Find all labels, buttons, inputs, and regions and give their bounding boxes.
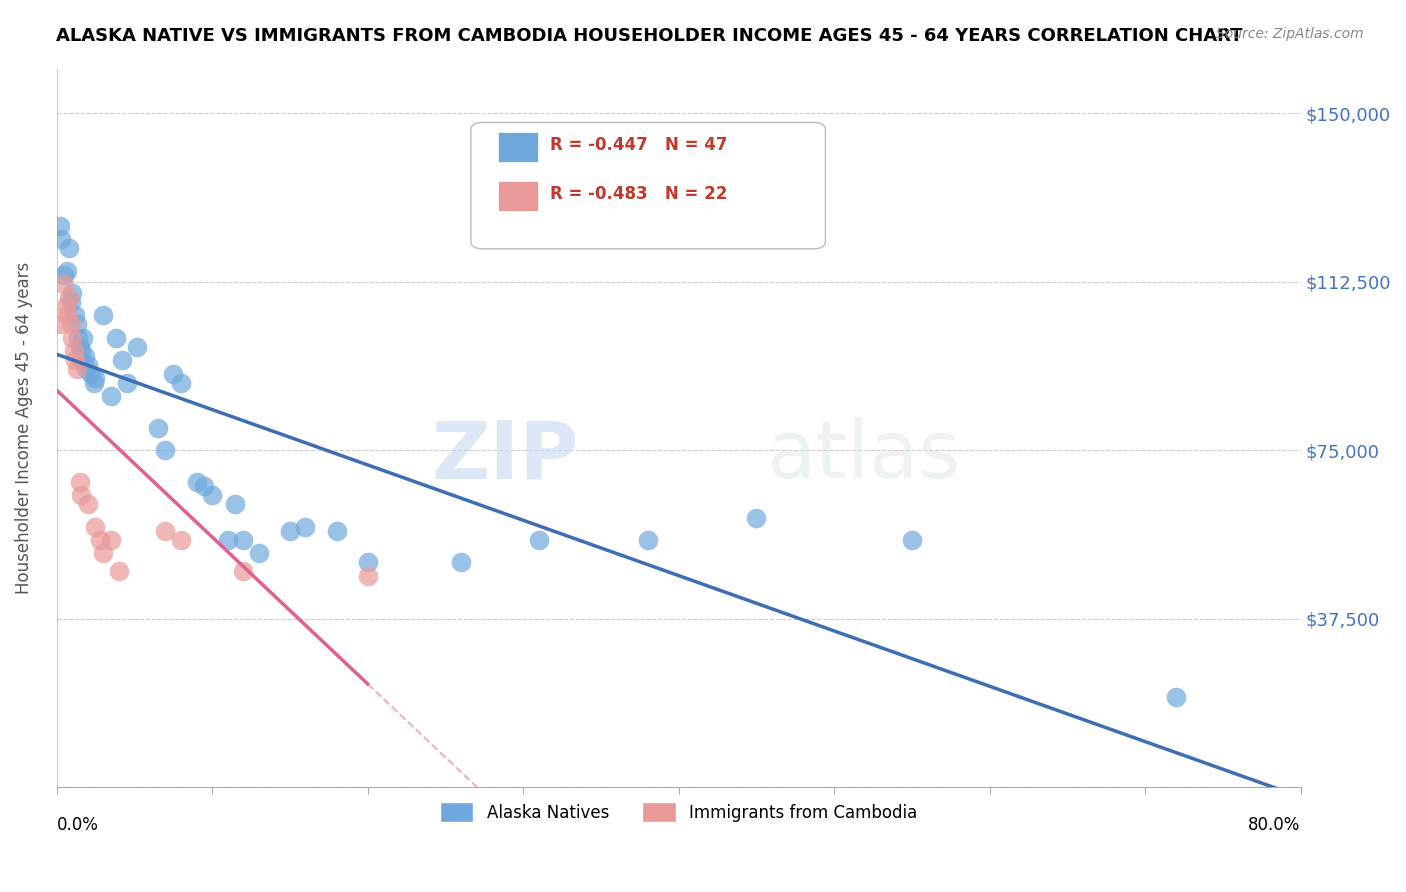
Point (53, 277, 76, 291)
Point (111, 353, 134, 368)
Point (80, 367, 103, 381)
Text: R = -0.483   N = 22: R = -0.483 N = 22 (551, 186, 728, 203)
Text: 80.0%: 80.0% (1249, 815, 1301, 834)
Point (115, 376, 138, 390)
Point (58, 241, 80, 255)
Point (70, 353, 93, 368)
Point (224, 497, 246, 511)
Point (247, 546, 270, 560)
Text: Source: ZipAtlas.com: Source: ZipAtlas.com (1216, 27, 1364, 41)
Point (56, 309, 79, 323)
Point (201, 488, 224, 502)
Point (84, 519, 107, 533)
Point (356, 556, 378, 570)
Text: atlas: atlas (766, 417, 960, 495)
Point (65, 309, 87, 323)
Point (356, 569, 378, 583)
Point (60, 285, 83, 300)
Point (294, 519, 316, 533)
Y-axis label: Householder Income Ages 45 - 64 years: Householder Income Ages 45 - 64 years (15, 261, 32, 594)
Legend: Alaska Natives, Immigrants from Cambodia: Alaska Natives, Immigrants from Cambodia (433, 795, 924, 829)
Point (67, 331, 90, 345)
Point (91, 309, 114, 323)
Point (278, 524, 301, 538)
Point (100, 533, 122, 547)
Bar (498, 132, 538, 162)
Point (72, 331, 94, 345)
Point (162, 367, 184, 381)
Point (75, 362, 97, 376)
Point (73, 349, 96, 363)
Point (155, 443, 177, 458)
Point (745, 510, 768, 524)
Point (84, 371, 107, 385)
Point (48, 318, 70, 332)
Point (53, 268, 76, 282)
Point (104, 331, 127, 345)
Point (59, 318, 82, 332)
Point (58, 291, 80, 305)
Point (66, 318, 89, 332)
Point (186, 475, 208, 489)
FancyBboxPatch shape (471, 122, 825, 249)
Text: ALASKA NATIVE VS IMMIGRANTS FROM CAMBODIA HOUSEHOLDER INCOME AGES 45 - 64 YEARS : ALASKA NATIVE VS IMMIGRANTS FROM CAMBODI… (56, 27, 1243, 45)
Point (51, 232, 73, 246)
Point (59, 295, 82, 310)
Point (70, 488, 93, 502)
Point (62, 344, 84, 359)
Point (69, 475, 91, 489)
Text: R = -0.447   N = 47: R = -0.447 N = 47 (551, 136, 728, 154)
Point (108, 565, 131, 579)
Point (146, 421, 169, 435)
Point (100, 389, 122, 403)
Point (76, 497, 98, 511)
Point (170, 533, 193, 547)
Point (83, 376, 105, 390)
Point (450, 556, 472, 570)
Point (155, 524, 177, 538)
Point (91, 546, 114, 560)
Point (69, 340, 91, 354)
Point (217, 533, 239, 547)
Point (170, 376, 193, 390)
Point (901, 533, 924, 547)
Point (637, 533, 659, 547)
Point (1166, 690, 1188, 705)
Text: 0.0%: 0.0% (56, 815, 98, 834)
Point (56, 263, 79, 277)
Point (66, 362, 89, 376)
Point (70, 344, 93, 359)
Point (89, 533, 111, 547)
Point (60, 331, 83, 345)
Bar (498, 180, 538, 211)
Point (232, 533, 254, 547)
Point (76, 358, 98, 372)
Point (65, 353, 87, 368)
Point (325, 524, 347, 538)
Point (232, 565, 254, 579)
Point (127, 340, 149, 354)
Point (193, 479, 215, 493)
Point (527, 533, 550, 547)
Point (55, 300, 77, 314)
Point (48, 219, 70, 233)
Text: ZIP: ZIP (432, 417, 579, 495)
